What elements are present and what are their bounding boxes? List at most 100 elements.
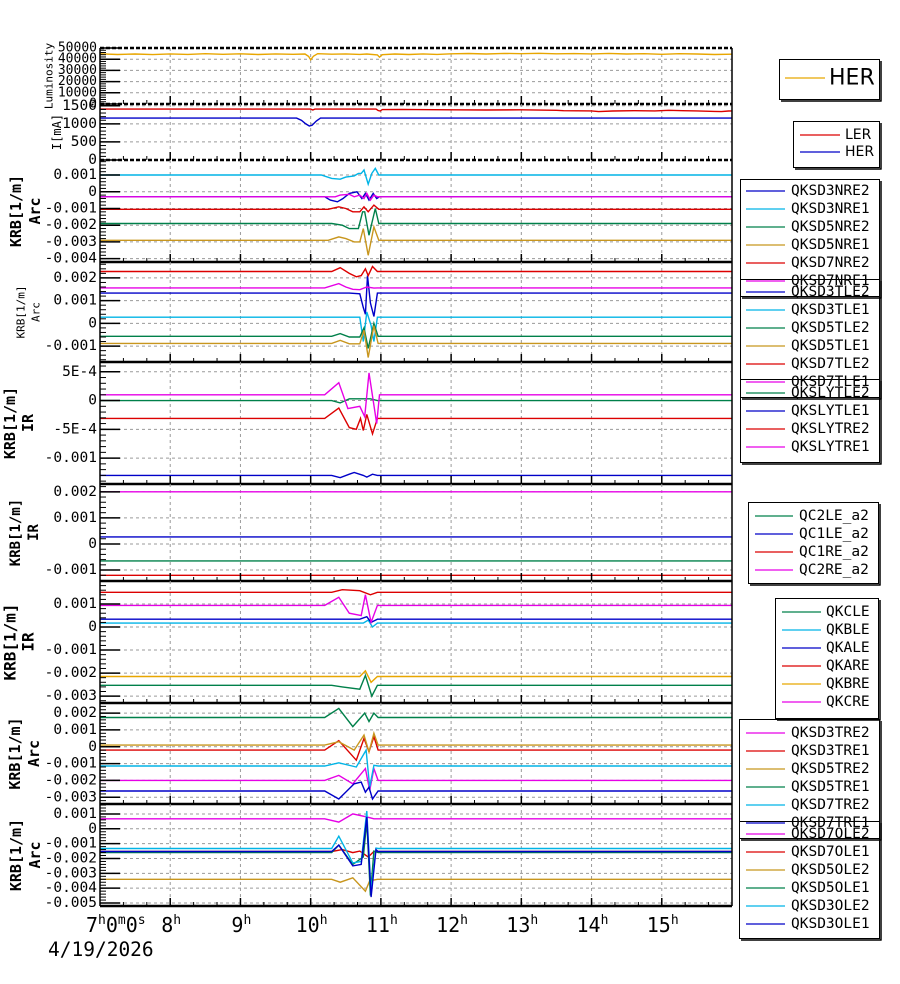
series-group <box>100 810 732 898</box>
y-tick-label: 0 <box>88 619 97 635</box>
x-tick-unit: h <box>243 913 251 928</box>
x-tick-value: 14 <box>577 913 601 937</box>
x-tick-value: 12 <box>436 913 460 937</box>
x-tick-unit: h <box>460 913 468 928</box>
y-axis-label: Arc <box>30 302 43 322</box>
x-tick-value: 15 <box>647 913 671 937</box>
y-tick-label: -0.004 <box>45 251 98 267</box>
series-line-qkare <box>100 588 732 596</box>
series-line-qksd3tle1 <box>100 311 732 342</box>
series-line-qkcle <box>100 673 732 698</box>
y-tick-label: 0.001 <box>53 596 97 612</box>
x-tick-unit: h <box>390 913 398 928</box>
y-tick-label: -0.003 <box>45 789 97 805</box>
legend-label: QC2RE_a2 <box>799 562 869 578</box>
legend-label: QC1RE_a2 <box>799 544 869 560</box>
legend-panel-6: QC2LE_a2 QC1LE_a2 QC1RE_a2 QC2RE_a2 <box>748 502 881 586</box>
x-tick-unit: s <box>138 913 146 928</box>
y-axis-label: IR <box>26 524 42 541</box>
y-tick-label: 0 <box>88 536 97 552</box>
x-tick-value: 11 <box>366 913 390 937</box>
y-tick-label: 10000 <box>58 85 97 100</box>
series-line-qksd7nre2 <box>100 204 732 213</box>
series-line-qkslytre2 <box>100 406 732 437</box>
y-tick-label: 5E-4 <box>62 364 97 380</box>
series-line-qksd5nre1 <box>100 224 732 256</box>
legend-box <box>739 719 880 839</box>
x-tick-value: 9 <box>231 913 243 937</box>
legend-label: QKCRE <box>826 694 870 710</box>
legend-label: QKSD7NRE1 <box>791 273 870 289</box>
legend-label: QKSD7TLE1 <box>791 374 870 390</box>
y-axis-label: KRB[1/m] <box>8 499 24 566</box>
series-group <box>100 588 732 698</box>
legend-label: QKALE <box>826 640 870 656</box>
series-line-qksd7tle1 <box>100 282 732 291</box>
series-line-qkslytle2 <box>100 398 732 404</box>
x-tick-unit: h <box>173 913 181 928</box>
legend-label: QKSD5NRE1 <box>791 237 870 253</box>
legend-label: QKARE <box>826 658 870 674</box>
legend-label: QKSD5TLE1 <box>791 338 870 354</box>
x-tick-value: 0 <box>106 913 118 937</box>
y-tick-label: -0.005 <box>45 895 97 911</box>
series-group <box>100 167 732 256</box>
y-axis-label: Luminosity <box>43 43 56 110</box>
y-tick-label: 0 <box>88 315 97 331</box>
y-tick-label: 1000 <box>62 116 97 132</box>
legend-label: QKSD3NRE1 <box>791 201 870 217</box>
series-group <box>100 108 732 127</box>
y-tick-label: 0.002 <box>53 705 97 721</box>
series-line-qkslytre1 <box>100 372 732 424</box>
y-tick-label: -0.001 <box>45 642 97 658</box>
series-line-qkale <box>100 615 732 624</box>
series-line-qksd7tle2 <box>100 265 732 278</box>
legend-box <box>793 121 880 168</box>
x-tick-unit: m <box>118 913 126 928</box>
y-tick-label: -0.001 <box>45 200 97 216</box>
legend-box <box>779 59 880 100</box>
legend-label: QKSD7TLE2 <box>791 356 870 372</box>
series-line-qksd3tre1 <box>100 734 732 762</box>
legend-label: QKSD5OLE2 <box>791 862 870 878</box>
legend-label: QKSD3TRE2 <box>791 725 870 741</box>
series-line-qksd5tle2 <box>100 320 732 349</box>
series-line-qkslytle1 <box>100 471 732 479</box>
series-line-her <box>100 52 732 62</box>
series-group <box>100 265 732 358</box>
date-label: 4/19/2026 <box>48 938 154 961</box>
x-tick-value: 8 <box>161 913 173 937</box>
x-tick-label: 7h0m0s <box>86 913 146 937</box>
x-tick-label: 12h <box>436 913 468 937</box>
panel-4: -0.001 0 0.001 0.002 KRB[1/m] Arc <box>15 262 733 364</box>
series-group <box>100 52 732 62</box>
y-tick-label: 0.001 <box>53 510 97 526</box>
y-axis-label: KRB[1/m] <box>7 819 25 891</box>
y-tick-label: 20000 <box>58 74 97 89</box>
y-tick-label: -0.001 <box>45 562 97 578</box>
legend-label: LER <box>845 127 872 143</box>
legend-label: QKSD7OLE1 <box>791 844 870 860</box>
y-axis-label: KRB[1/m] <box>1 387 19 459</box>
legend-label: QKSD5TRE2 <box>791 761 870 777</box>
series-line-qksd5ole2 <box>100 876 732 893</box>
y-axis-label: IR <box>19 413 37 432</box>
y-tick-label: 0.001 <box>53 293 97 309</box>
series-line-qksd3nre1 <box>100 167 732 187</box>
legend-panel-8: QKSD3TRE2 QKSD3TRE1 QKSD5TRE2 QKSD5TRE1 QKSD… <box>739 719 882 841</box>
y-tick-label: -0.002 <box>45 665 97 681</box>
legend-label: QKSLYTRE1 <box>791 439 870 455</box>
y-tick-label: 0.001 <box>53 722 97 738</box>
series-line-qkcre <box>100 594 732 625</box>
x-tick-unit: h <box>601 913 609 928</box>
legend-box <box>748 502 879 584</box>
y-tick-label: -0.002 <box>45 217 97 233</box>
series-line-qksd5tre2 <box>100 730 732 755</box>
legend-label: QKSLYTLE1 <box>791 403 870 419</box>
legend-label: HER <box>829 66 875 91</box>
y-axis-label: Arc <box>26 841 44 868</box>
